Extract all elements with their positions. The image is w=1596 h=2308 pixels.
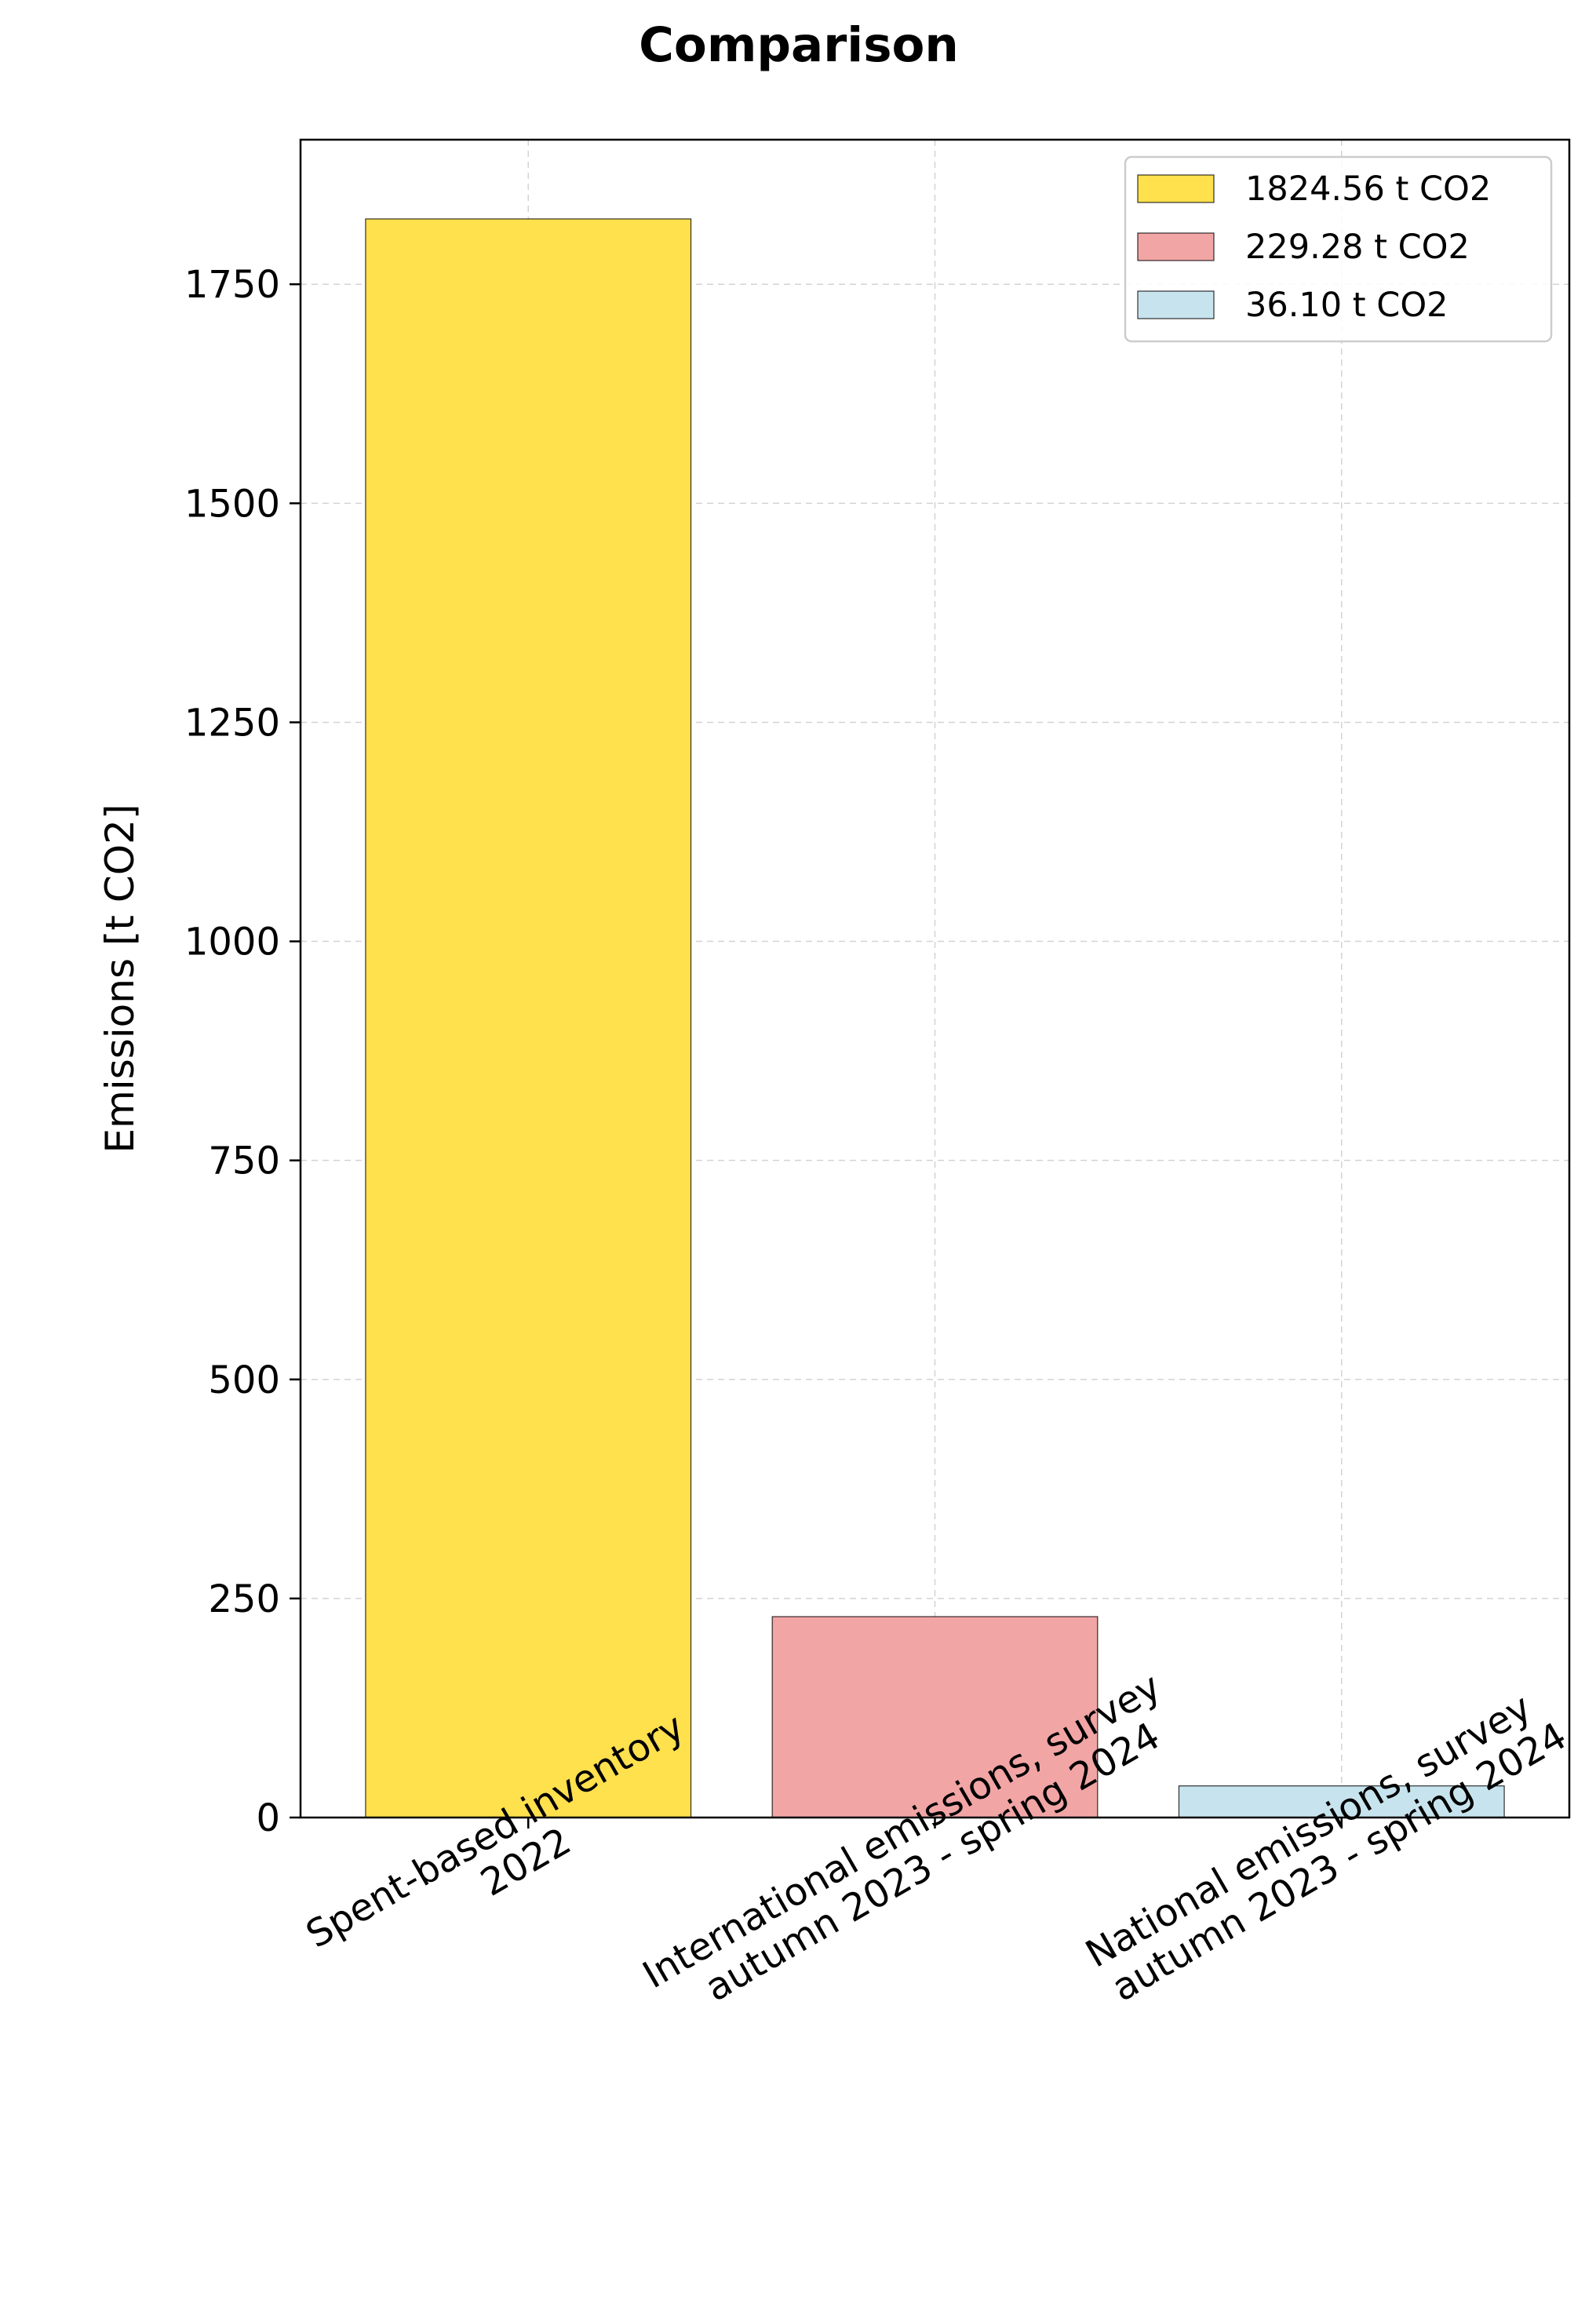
legend-swatch-3 xyxy=(1137,290,1215,319)
y-tick-label: 750 xyxy=(208,1139,280,1183)
legend-swatch-1 xyxy=(1137,174,1215,203)
legend-entries: 1824.56 t CO2 229.28 t CO2 36.10 t CO2 xyxy=(1137,170,1491,325)
legend-label-1: 1824.56 t CO2 xyxy=(1245,170,1491,209)
legend-frame xyxy=(1124,155,1553,343)
y-tick-label: 500 xyxy=(208,1358,280,1402)
legend-label-2: 229.28 t CO2 xyxy=(1245,228,1470,267)
y-axis-ticks: 0 250 500 750 1000 1250 1500 1750 xyxy=(184,263,301,1840)
bar-3 xyxy=(1178,1785,1505,1818)
legend: 1824.56 t CO2 229.28 t CO2 36.10 t CO2 xyxy=(1124,155,1553,343)
y-tick-label: 1250 xyxy=(184,701,280,745)
y-tick-label: 250 xyxy=(208,1577,280,1621)
bar-2 xyxy=(771,1616,1099,1818)
bar-1 xyxy=(365,218,692,1818)
legend-label-3: 36.10 t CO2 xyxy=(1245,286,1448,325)
chart-title: Comparison xyxy=(639,17,959,73)
legend-swatch-2 xyxy=(1137,232,1215,261)
y-tick-label: 1500 xyxy=(184,482,280,526)
y-tick-label: 0 xyxy=(256,1796,280,1840)
x-tick-label: autumn 2023 - spring 2024 xyxy=(1105,1714,1574,2011)
y-tick-label: 1000 xyxy=(184,921,280,964)
y-axis-label: Emissions [t CO2] xyxy=(97,804,143,1154)
y-tick-label: 1750 xyxy=(184,263,280,307)
